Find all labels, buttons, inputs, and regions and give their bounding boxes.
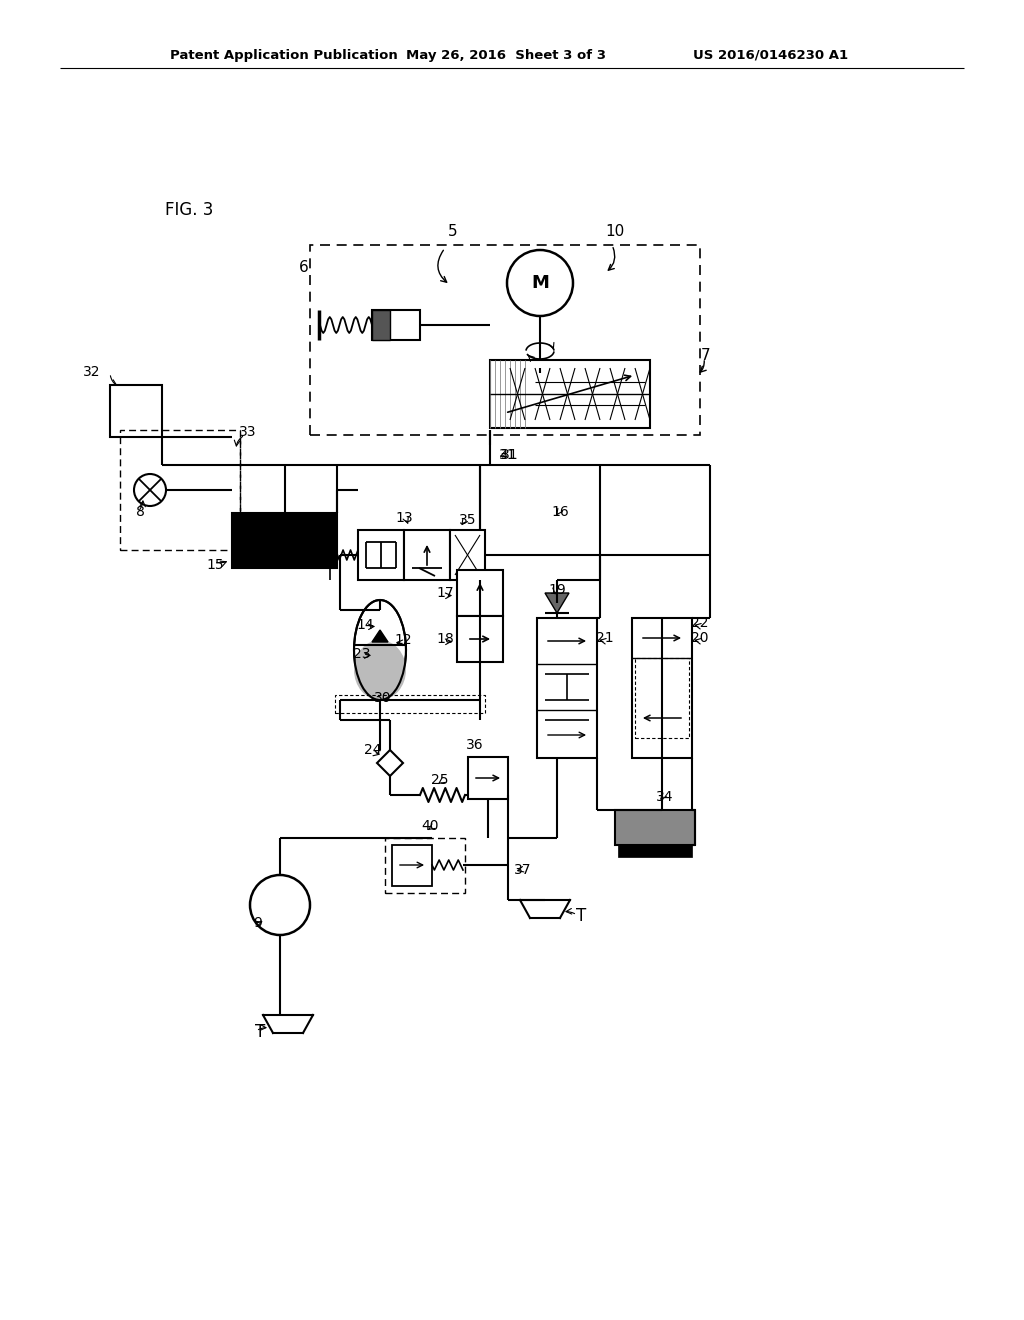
- Text: 19: 19: [548, 583, 566, 597]
- Polygon shape: [372, 630, 388, 642]
- Text: May 26, 2016  Sheet 3 of 3: May 26, 2016 Sheet 3 of 3: [406, 49, 606, 62]
- Bar: [358, 531, 404, 579]
- Text: 23: 23: [353, 647, 371, 661]
- Bar: [635, 657, 689, 738]
- Text: US 2016/0146230 A1: US 2016/0146230 A1: [693, 49, 848, 62]
- Text: 10: 10: [605, 224, 625, 239]
- Bar: [615, 810, 695, 845]
- Bar: [618, 845, 692, 857]
- Polygon shape: [377, 750, 403, 776]
- Text: M: M: [531, 275, 549, 292]
- Bar: [372, 310, 390, 341]
- Text: 5: 5: [449, 224, 458, 239]
- Bar: [537, 618, 597, 758]
- Text: 25: 25: [431, 774, 449, 787]
- Text: 8: 8: [135, 506, 144, 519]
- Polygon shape: [545, 593, 569, 612]
- Bar: [120, 430, 240, 550]
- Bar: [632, 618, 692, 758]
- Text: 15: 15: [206, 558, 224, 572]
- Bar: [404, 531, 450, 579]
- Text: 40: 40: [421, 818, 438, 833]
- Bar: [372, 310, 420, 341]
- Text: 7: 7: [701, 347, 711, 363]
- Text: 12: 12: [394, 634, 412, 647]
- Text: FIG. 3: FIG. 3: [165, 201, 213, 219]
- Circle shape: [507, 249, 573, 315]
- Text: 24: 24: [365, 743, 382, 756]
- Text: 16: 16: [551, 506, 569, 519]
- Text: 14: 14: [356, 618, 374, 632]
- Bar: [232, 513, 337, 568]
- Circle shape: [250, 875, 310, 935]
- Text: 18: 18: [436, 632, 454, 645]
- Bar: [385, 838, 465, 894]
- Text: 31: 31: [501, 447, 519, 462]
- Text: Patent Application Publication: Patent Application Publication: [170, 49, 397, 62]
- Ellipse shape: [354, 640, 406, 700]
- Text: 36: 36: [466, 738, 483, 752]
- Bar: [468, 756, 508, 799]
- Bar: [457, 570, 503, 616]
- Text: 17: 17: [436, 586, 454, 601]
- Bar: [457, 616, 503, 663]
- Text: 31: 31: [499, 447, 517, 462]
- Text: 37: 37: [514, 863, 531, 876]
- Text: 33: 33: [240, 425, 257, 440]
- Text: T: T: [255, 1023, 265, 1041]
- Bar: [392, 845, 432, 886]
- Text: 11: 11: [296, 550, 314, 564]
- Bar: [490, 360, 650, 428]
- Text: 13: 13: [395, 511, 413, 525]
- Text: T: T: [575, 907, 587, 925]
- Bar: [335, 696, 485, 713]
- Ellipse shape: [354, 601, 406, 700]
- Text: 35: 35: [459, 513, 477, 527]
- Text: 22: 22: [691, 616, 709, 630]
- Polygon shape: [265, 890, 295, 920]
- Circle shape: [134, 474, 166, 506]
- Text: 34: 34: [656, 789, 674, 804]
- Text: 21: 21: [596, 631, 613, 645]
- Text: 6: 6: [299, 260, 309, 276]
- Bar: [310, 246, 700, 436]
- Text: 32: 32: [83, 366, 100, 379]
- Text: 30: 30: [374, 690, 392, 705]
- Bar: [110, 385, 162, 437]
- Bar: [450, 531, 485, 579]
- Text: 20: 20: [691, 631, 709, 645]
- Text: 9: 9: [254, 916, 262, 931]
